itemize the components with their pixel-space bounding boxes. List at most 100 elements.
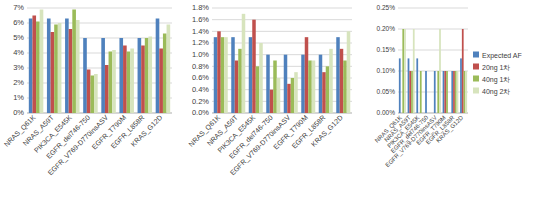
bar bbox=[448, 113, 450, 114]
bar bbox=[273, 61, 277, 114]
bar bbox=[402, 29, 404, 113]
bar bbox=[159, 49, 163, 114]
y-tick-label: 0.2% bbox=[192, 97, 209, 106]
bars bbox=[399, 29, 467, 113]
y-tick-label: 0.00% bbox=[377, 109, 396, 116]
x-tick-label: KRAS_G12D bbox=[435, 114, 465, 144]
bar bbox=[40, 10, 44, 114]
panel: 0%1%2%3%4%5%6%7%NRAS_Q61KNRAS_A59TPIK3CA… bbox=[3, 3, 172, 177]
grid-line bbox=[398, 29, 468, 30]
bar bbox=[439, 29, 441, 113]
bar bbox=[444, 71, 446, 113]
bar bbox=[123, 46, 127, 114]
y-tick-label: 1% bbox=[13, 93, 24, 102]
bar bbox=[167, 25, 171, 114]
y-tick-label: 7% bbox=[13, 3, 24, 12]
bar bbox=[451, 71, 453, 113]
bar bbox=[109, 52, 113, 114]
bar bbox=[411, 71, 413, 113]
bar bbox=[277, 78, 281, 113]
bar bbox=[127, 52, 131, 114]
y-tick-label: 0.4% bbox=[192, 85, 209, 94]
legend-label: 20ng 1차 bbox=[482, 64, 510, 72]
grid-line bbox=[212, 8, 352, 9]
x-tick-label: KRAS_G12D bbox=[130, 114, 165, 149]
bar bbox=[148, 37, 152, 114]
bar bbox=[130, 49, 134, 114]
y-tick-label: 2% bbox=[13, 78, 24, 87]
bar bbox=[437, 71, 439, 113]
bar bbox=[249, 37, 253, 113]
bar bbox=[312, 61, 316, 114]
bar bbox=[465, 71, 467, 113]
legend-swatch bbox=[473, 64, 479, 70]
bar bbox=[72, 10, 76, 114]
bar bbox=[460, 58, 462, 113]
legend-label: 40ng 2차 bbox=[482, 88, 510, 96]
bar bbox=[401, 113, 403, 114]
bar bbox=[105, 65, 109, 113]
bar bbox=[326, 66, 330, 113]
legend-label: Expected AF bbox=[482, 52, 522, 60]
bar bbox=[58, 23, 62, 113]
bar bbox=[90, 76, 94, 114]
bar bbox=[65, 19, 69, 114]
bar bbox=[455, 71, 457, 113]
bar bbox=[305, 37, 309, 113]
y-tick-label: 1.0% bbox=[192, 50, 209, 59]
bar bbox=[399, 58, 401, 113]
legend: Expected AF20ng 1차40ng 1차40ng 2차 bbox=[473, 52, 522, 96]
bar bbox=[329, 49, 333, 113]
bar bbox=[112, 50, 116, 113]
bar bbox=[224, 37, 228, 113]
bar bbox=[408, 58, 410, 113]
y-tick-label: 5% bbox=[13, 33, 24, 42]
bar bbox=[214, 37, 218, 113]
legend-swatch bbox=[473, 88, 479, 94]
bar bbox=[101, 38, 105, 113]
bar bbox=[29, 19, 33, 114]
grid-line bbox=[398, 8, 468, 9]
x-tick-label: KRAS_G12D bbox=[310, 114, 345, 149]
grid-line bbox=[212, 31, 352, 32]
y-tick-label: 0.15% bbox=[377, 46, 396, 53]
bar bbox=[425, 71, 427, 113]
y-tick-label: 0.8% bbox=[192, 62, 209, 71]
legend-swatch bbox=[473, 52, 479, 58]
bar bbox=[32, 16, 36, 114]
bar bbox=[238, 49, 242, 113]
bar bbox=[420, 71, 422, 113]
x-tick-label: EGFR_V769-D770insASV bbox=[229, 114, 293, 178]
bar bbox=[145, 38, 149, 113]
grid-line bbox=[212, 19, 352, 20]
bar bbox=[294, 72, 298, 113]
y-tick-label: 0.25% bbox=[377, 4, 396, 11]
bar bbox=[141, 46, 145, 114]
bar bbox=[343, 61, 347, 114]
bar bbox=[76, 20, 80, 113]
y-tick-label: 0.10% bbox=[377, 67, 396, 74]
y-tick-label: 1.2% bbox=[192, 38, 209, 47]
bar bbox=[287, 84, 291, 113]
bar bbox=[47, 19, 51, 114]
bar bbox=[256, 66, 260, 113]
bar bbox=[156, 19, 160, 114]
y-tick-label: 3% bbox=[13, 63, 24, 72]
y-tick-label: 1.4% bbox=[192, 27, 209, 36]
y-tick-label: 4% bbox=[13, 48, 24, 57]
bar bbox=[87, 70, 91, 114]
bar bbox=[347, 31, 351, 113]
bar bbox=[221, 37, 225, 113]
grid-line bbox=[398, 50, 468, 51]
y-tick-label: 0.05% bbox=[377, 88, 396, 95]
bar bbox=[83, 38, 87, 113]
bar bbox=[284, 55, 288, 113]
bars bbox=[214, 14, 351, 113]
bar bbox=[404, 29, 406, 113]
bar bbox=[308, 61, 312, 114]
bar bbox=[69, 29, 73, 113]
bar bbox=[446, 71, 448, 113]
bar bbox=[340, 49, 344, 113]
bar bbox=[270, 90, 274, 113]
bar bbox=[301, 55, 305, 113]
